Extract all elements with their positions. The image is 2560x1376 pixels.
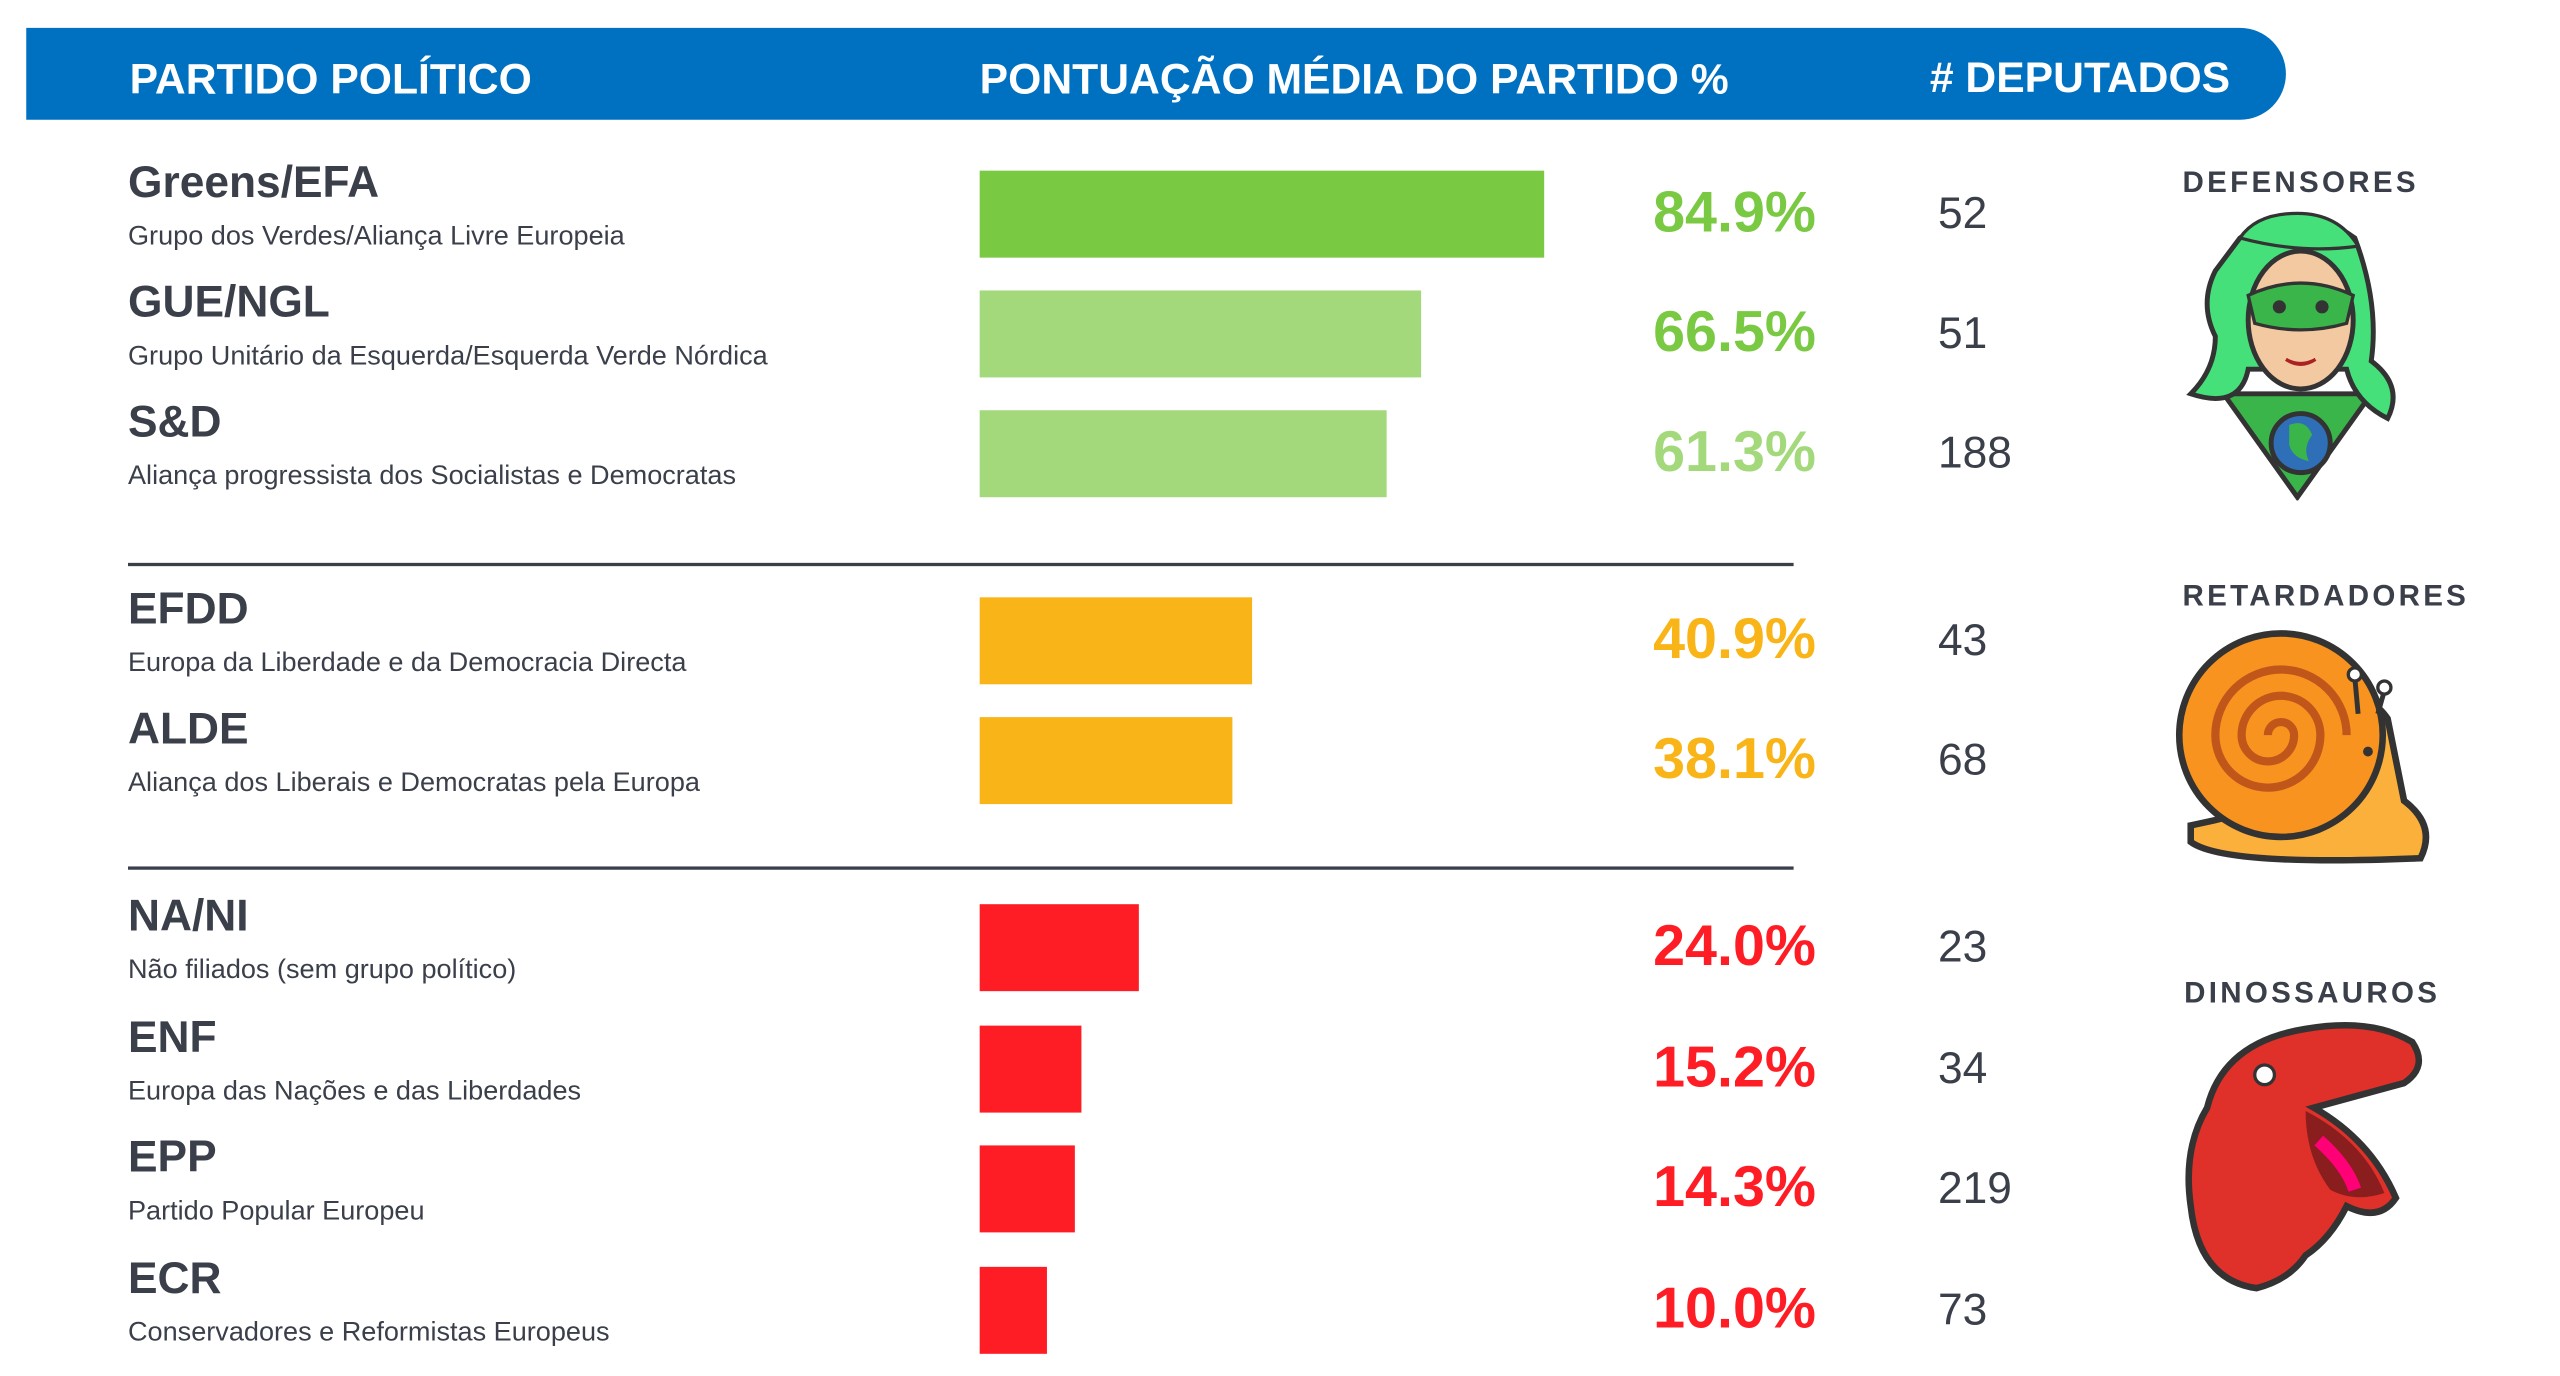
header-score: PONTUAÇÃO MÉDIA DO PARTIDO % [979,54,1729,104]
score-label: 40.9% [1653,607,1816,672]
party-abbrev: ENF [127,1012,217,1062]
party-name: Não filiados (sem grupo político) [127,955,517,985]
score-label: 66.5% [1653,300,1816,365]
score-label: 14.3% [1653,1155,1816,1220]
party-abbrev: ALDE [127,703,249,754]
deputies-count: 188 [1938,428,2012,478]
score-bar [979,904,1140,992]
deputies-count: 68 [1938,735,1988,785]
deputies-count: 23 [1938,922,1988,972]
party-name: Grupo dos Verdes/Aliança Livre Europeia [127,221,625,252]
category-label-retardadores: RETARDADORES [2182,579,2470,613]
score-bar [979,1145,1075,1233]
score-label: 38.1% [1653,726,1816,791]
party-name: Aliança progressista dos Socialistas e D… [127,461,737,491]
score-label: 61.3% [1653,420,1816,485]
group-separator [127,562,1794,567]
deputies-count: 52 [1938,188,1988,238]
score-label: 10.0% [1653,1276,1816,1341]
party-abbrev: ECR [127,1253,222,1303]
dinosaur-icon [2185,1022,2423,1292]
header-party: PARTIDO POLÍTICO [129,54,532,104]
category-label-dinossauros: DINOSSAUROS [2184,976,2441,1010]
score-label: 24.0% [1653,914,1816,979]
snail-icon [2175,630,2430,864]
superhero-woman-icon [2186,211,2396,501]
score-bar [979,1266,1047,1354]
deputies-count: 219 [1938,1163,2012,1213]
party-abbrev: NA/NI [127,891,249,941]
party-abbrev: EPP [127,1132,217,1182]
score-label: 84.9% [1653,180,1816,245]
party-abbrev: EFDD [127,584,249,634]
deputies-count: 73 [1938,1284,1988,1335]
score-bar [979,597,1252,685]
score-bar [979,170,1544,258]
score-label: 15.2% [1653,1035,1816,1100]
party-abbrev: S&D [127,397,222,447]
deputies-count: 34 [1938,1043,1988,1093]
party-name: Grupo Unitário da Esquerda/Esquerda Verd… [127,341,768,371]
party-abbrev: Greens/EFA [127,157,380,207]
deputies-count: 43 [1938,615,1988,665]
party-name: Aliança dos Liberais e Democratas pela E… [127,767,700,798]
score-bar [979,290,1422,378]
score-bar [979,1025,1081,1113]
party-name: Conservadores e Reformistas Europeus [127,1317,610,1348]
header-bar [26,27,2286,120]
party-name: Partido Popular Europeu [127,1196,425,1226]
party-name: Europa da Liberdade e da Democracia Dire… [127,648,687,678]
party-name: Europa das Nações e das Liberdades [127,1076,582,1107]
score-bar [979,717,1233,805]
deputies-count: 51 [1938,308,1988,358]
party-abbrev: GUE/NGL [127,277,330,327]
header-deputies: # DEPUTADOS [1929,52,2231,102]
group-separator [127,866,1794,870]
category-label-defensores: DEFENSORES [2182,165,2419,199]
score-bar [979,410,1388,498]
